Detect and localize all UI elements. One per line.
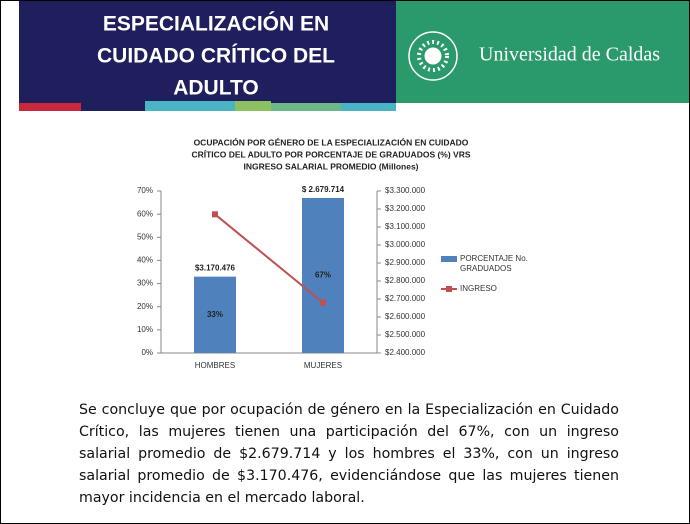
chart-title: OCUPACIÓN POR GÉNERO DE LA ESPECIALIZACI… — [194, 136, 469, 147]
y-tick-label: 50% — [137, 232, 153, 241]
y2-tick-label: $2.900.000 — [385, 258, 426, 267]
header-right — [396, 1, 689, 103]
header-left — [19, 1, 396, 103]
logo — [408, 31, 458, 81]
legend-label: GRADUADOS — [460, 264, 512, 273]
bar — [194, 276, 236, 353]
data-label: 33% — [207, 310, 223, 319]
y2-tick-label: $2.800.000 — [385, 276, 426, 285]
y-tick-label: 10% — [137, 325, 153, 334]
stripe — [19, 103, 81, 111]
y2-tick-label: $3.100.000 — [385, 222, 426, 231]
stripe — [81, 103, 145, 111]
y2-tick-label: $2.600.000 — [385, 312, 426, 321]
x-tick-label: HOMBRES — [195, 361, 235, 370]
y2-tick-label: $2.400.000 — [385, 348, 426, 357]
y-tick-label: 70% — [137, 186, 153, 195]
bar — [302, 197, 344, 353]
y-tick-label: 0% — [141, 348, 153, 357]
university-name: Universidad de Caldas — [479, 44, 660, 66]
line-marker — [320, 299, 326, 306]
legend-label: PORCENTAJE No. — [460, 254, 528, 263]
y2-tick-label: $3.000.000 — [385, 240, 426, 249]
chart-title: CRÍTICO DEL ADULTO POR PORCENTAJE DE GRA… — [191, 149, 470, 159]
stripe — [271, 103, 341, 111]
y2-tick-label: $3.200.000 — [385, 204, 426, 213]
stripe — [341, 103, 396, 111]
data-label: 67% — [315, 271, 331, 280]
data-label: $3.170.476 — [195, 264, 236, 273]
stripe — [145, 101, 235, 111]
line-marker — [212, 211, 218, 218]
conclusion: Se concluye que por ocupación de género … — [79, 402, 619, 506]
x-tick-label: MUJERES — [304, 361, 342, 370]
legend-label: INGRESO — [460, 284, 497, 293]
y-tick-label: 60% — [137, 209, 153, 218]
y-tick-label: 30% — [137, 279, 153, 288]
chart-title: INGRESO SALARIAL PROMEDIO (Millones) — [243, 161, 418, 171]
y-tick-label: 20% — [137, 302, 153, 311]
y2-tick-label: $2.700.000 — [385, 294, 426, 303]
data-label: $ 2.679.714 — [302, 185, 345, 194]
legend-swatch — [446, 286, 452, 292]
header-title: ADULTO — [173, 77, 259, 100]
y2-tick-label: $2.500.000 — [385, 330, 426, 339]
y2-tick-label: $3.300.000 — [385, 186, 426, 195]
y-tick-label: 40% — [137, 256, 153, 265]
chart: ESPECIALIZACIÓN EN CUIDADO CRÍTICO DEL A… — [19, 1, 689, 370]
stripe — [235, 101, 271, 111]
legend-swatch — [441, 256, 457, 262]
header-title: ESPECIALIZACIÓN EN — [103, 12, 329, 36]
line-series — [214, 213, 324, 304]
header-title: CUIDADO CRÍTICO DEL — [97, 45, 335, 68]
